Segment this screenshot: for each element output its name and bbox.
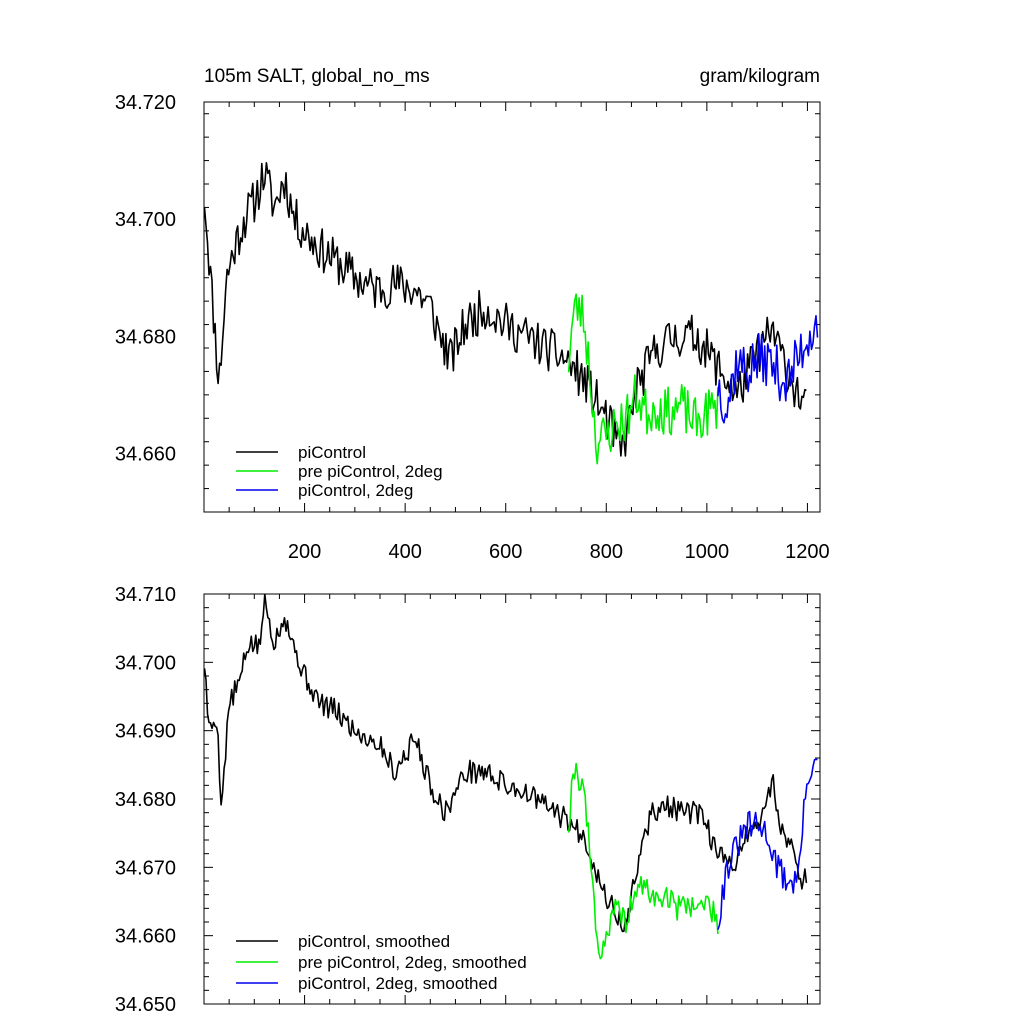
- y-tick-label: 34.720: [115, 92, 176, 114]
- y-tick-label: 34.700: [115, 209, 176, 231]
- x-tick-label: 600: [489, 541, 522, 563]
- legend-label: piControl, 2deg: [298, 481, 413, 500]
- top-panel-units: gram/kilogram: [700, 66, 820, 87]
- x-tick-label: 1000: [685, 541, 730, 563]
- top-panel-frame: [203, 101, 821, 513]
- series-line-pre-picontrol-2deg-smoothed: [567, 762, 719, 960]
- x-tick-label: 400: [388, 541, 421, 563]
- top-panel: 105m SALT, global_no_ms gram/kilogram 34…: [115, 66, 830, 563]
- x-tick-label: 800: [590, 541, 623, 563]
- top-panel-series-lines: [204, 162, 819, 465]
- series-line-picontrol-smoothed: [204, 594, 808, 933]
- x-tick-label: 1200: [785, 541, 830, 563]
- y-tick-label: 34.650: [115, 994, 176, 1016]
- series-line-picontrol-2deg-smoothed: [717, 758, 818, 930]
- top-panel-y-tick-labels: 34.660 34.680 34.700 34.720: [115, 92, 176, 465]
- bottom-panel-legend: piControl, smoothed pre piControl, 2deg, …: [236, 932, 527, 993]
- legend-label: piControl: [298, 443, 366, 462]
- y-tick-label: 34.680: [115, 326, 176, 348]
- top-panel-x-tick-labels: 200 400 600 800 1000 1200: [288, 541, 830, 563]
- top-panel-ticks: [204, 102, 820, 513]
- y-tick-label: 34.660: [115, 443, 176, 465]
- legend-label: piControl, smoothed: [298, 932, 450, 951]
- legend-label: piControl, 2deg, smoothed: [298, 974, 497, 993]
- bottom-panel: 34.650 34.660 34.670 34.680 34.690 34.700 34.7…: [115, 584, 821, 1016]
- bottom-panel-y-tick-labels: 34.650 34.660 34.670 34.680 34.690 34.700 34.7…: [115, 584, 176, 1016]
- legend-label: pre piControl, 2deg: [298, 462, 443, 481]
- legend-label: pre piControl, 2deg, smoothed: [298, 953, 527, 972]
- y-tick-label: 34.660: [115, 926, 176, 948]
- y-tick-label: 34.700: [115, 652, 176, 674]
- top-panel-title: 105m SALT, global_no_ms: [204, 66, 430, 87]
- y-tick-label: 34.670: [115, 857, 176, 879]
- y-tick-label: 34.680: [115, 789, 176, 811]
- series-line-picontrol: [204, 162, 807, 457]
- x-tick-label: 200: [288, 541, 321, 563]
- bottom-panel-series-lines: [204, 594, 818, 960]
- y-tick-label: 34.690: [115, 721, 176, 743]
- y-tick-label: 34.710: [115, 584, 176, 606]
- series-line-picontrol-2deg: [717, 315, 819, 424]
- bottom-panel-frame: [203, 593, 821, 1005]
- series-line-pre-picontrol-2deg: [567, 293, 719, 465]
